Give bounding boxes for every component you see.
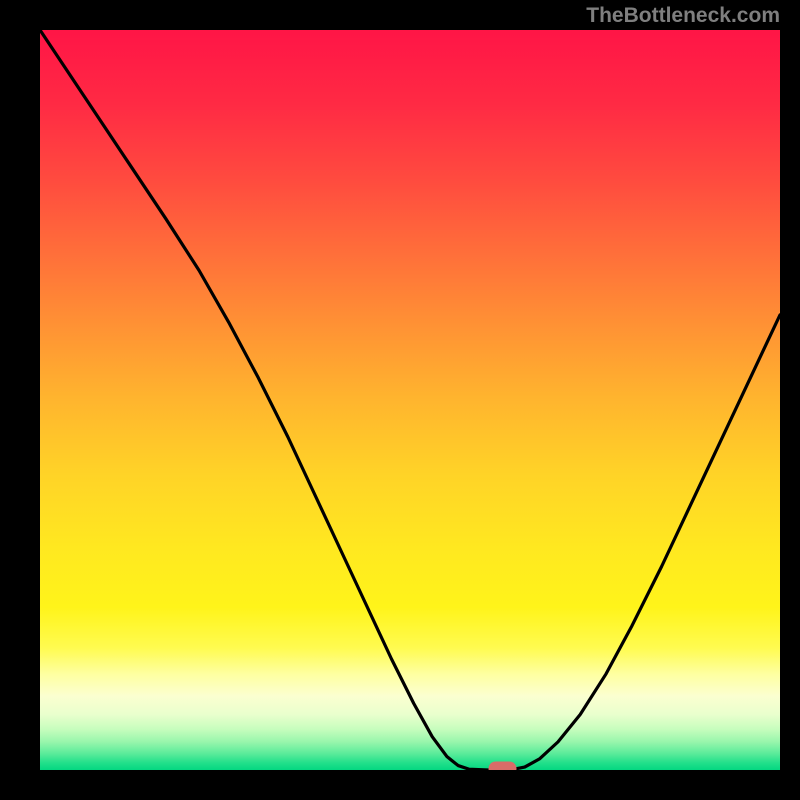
watermark-text: TheBottleneck.com	[586, 4, 780, 28]
chart-frame	[0, 0, 800, 800]
